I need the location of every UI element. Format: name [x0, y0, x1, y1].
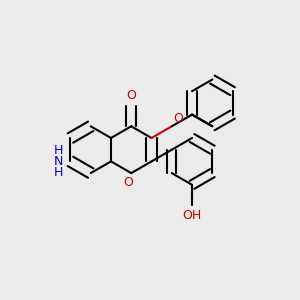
Text: O: O	[126, 89, 136, 102]
Text: OH: OH	[182, 209, 202, 222]
Text: H
N
H: H N H	[54, 144, 63, 179]
Text: O: O	[173, 112, 183, 125]
Text: O: O	[123, 176, 133, 189]
